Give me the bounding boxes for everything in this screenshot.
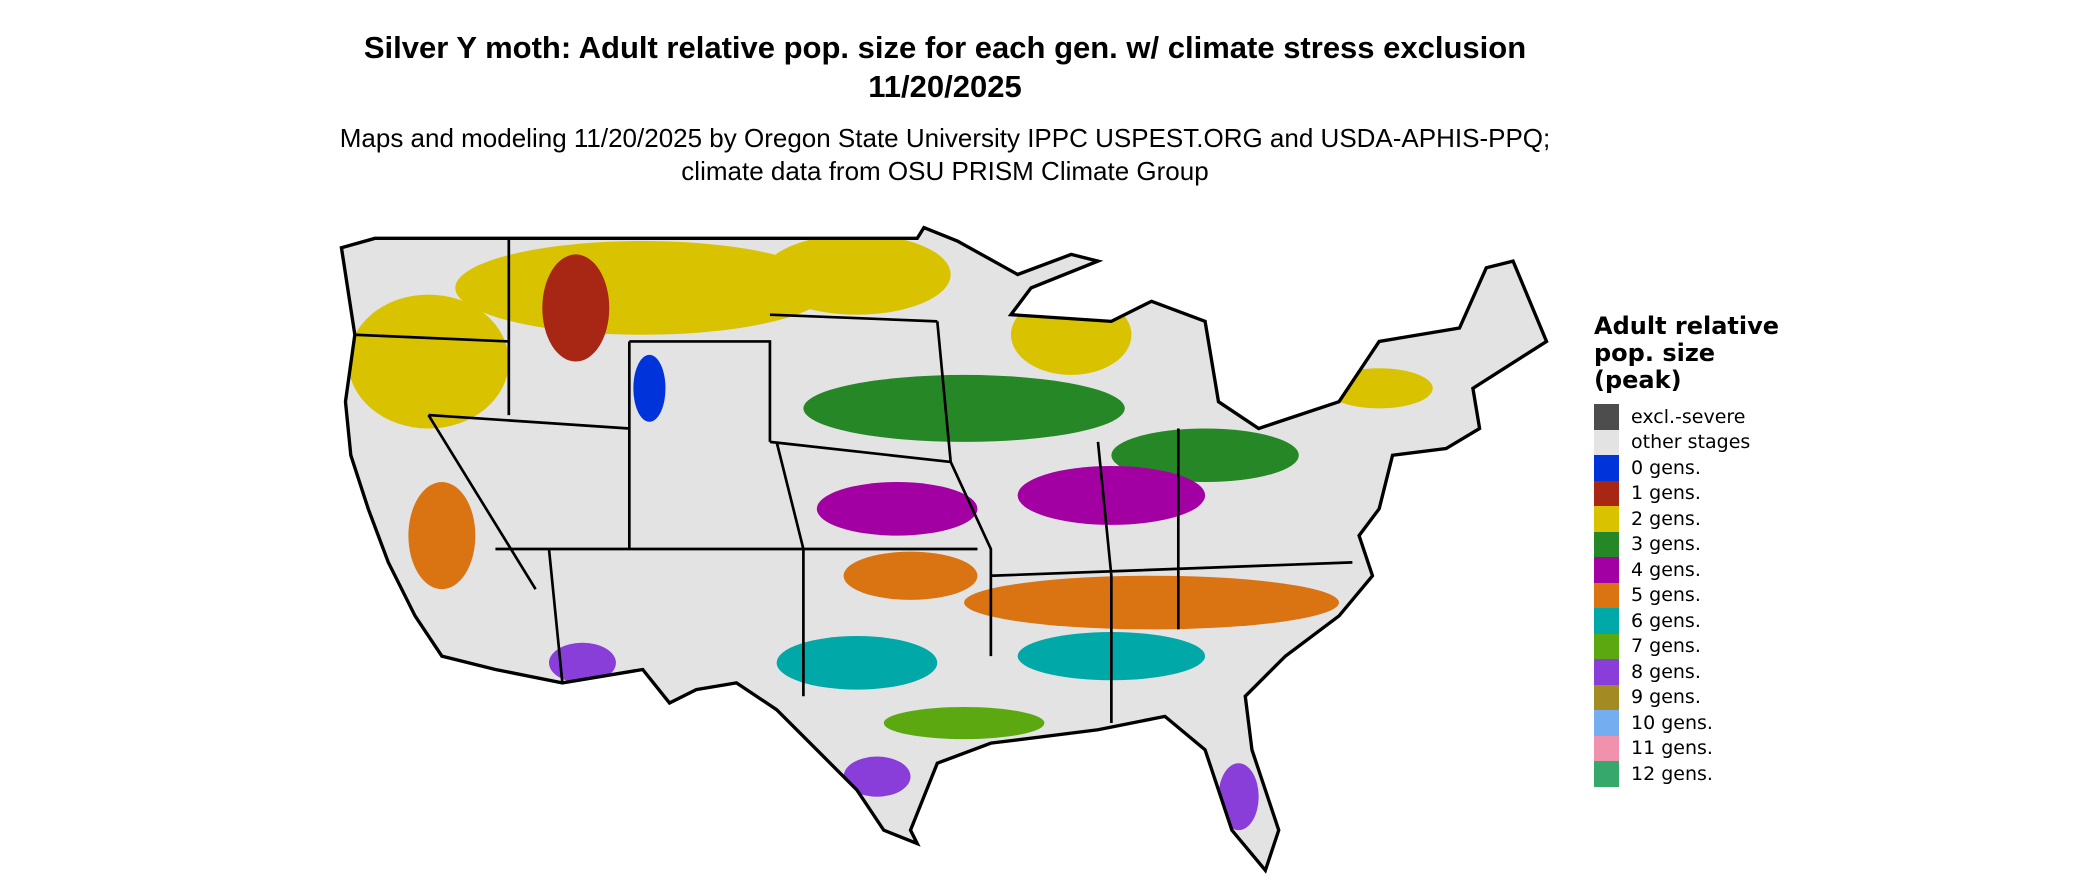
legend-swatch	[1594, 557, 1619, 583]
zone-2-gens-northeast	[1325, 368, 1433, 409]
legend-item: 0 gens.	[1594, 455, 1794, 481]
zone-3-gens-midwest	[803, 374, 1125, 442]
zone-8-gens-southtexas	[843, 756, 911, 797]
legend-label: excl.-severe	[1631, 405, 1746, 428]
legend-item: 2 gens.	[1594, 506, 1794, 532]
zone-7-gens-gulfcoast	[883, 706, 1045, 740]
legend-label: 2 gens.	[1631, 507, 1701, 530]
legend-label: 5 gens.	[1631, 584, 1701, 607]
zone-1-gens-rockies	[542, 254, 610, 362]
legend-item: 7 gens.	[1594, 633, 1794, 659]
zone-4-gens-kansas	[816, 482, 978, 536]
legend-item: 8 gens.	[1594, 659, 1794, 685]
zone-5-gens-south	[964, 575, 1339, 630]
legend-label: 3 gens.	[1631, 533, 1701, 556]
legend-item: 5 gens.	[1594, 582, 1794, 608]
legend-label: 8 gens.	[1631, 660, 1701, 683]
legend-items: excl.-severe other stages 0 gens. 1 gens. 2 …	[1594, 404, 1794, 787]
zone-4-gens-midsouth	[1017, 465, 1206, 525]
legend-swatch	[1594, 506, 1619, 532]
legend-swatch	[1594, 455, 1619, 481]
legend-item: 9 gens.	[1594, 684, 1794, 710]
legend-title: Adult relative pop. size (peak)	[1594, 312, 1780, 394]
legend-label: 4 gens.	[1631, 558, 1701, 581]
legend-swatch	[1594, 608, 1619, 634]
legend-item: 1 gens.	[1594, 480, 1794, 506]
legend-label: 10 gens.	[1631, 711, 1713, 734]
legend-item: 11 gens.	[1594, 735, 1794, 761]
legend-label: 11 gens.	[1631, 737, 1713, 760]
legend-label: 6 gens.	[1631, 609, 1701, 632]
legend-swatch	[1594, 633, 1619, 659]
zone-2-gens-northwest	[348, 294, 509, 429]
legend-item: 4 gens.	[1594, 557, 1794, 583]
zone-6-gens-texas	[776, 636, 938, 690]
zone-2-gens-plains	[763, 234, 951, 315]
legend-label: 9 gens.	[1631, 686, 1701, 709]
legend: Adult relative pop. size (peak) excl.-se…	[1594, 313, 1794, 787]
state-borders	[354, 238, 1353, 724]
zone-5-gens-california	[408, 482, 476, 590]
legend-swatch	[1594, 480, 1619, 506]
legend-label: 7 gens.	[1631, 635, 1701, 658]
legend-swatch	[1594, 429, 1619, 455]
legend-item: 3 gens.	[1594, 531, 1794, 557]
zone-2-gens-greatlakes	[1010, 294, 1132, 375]
zone-8-gens-arizona	[548, 642, 616, 683]
legend-swatch	[1594, 761, 1619, 787]
legend-label: 1 gens.	[1631, 482, 1701, 505]
legend-swatch	[1594, 404, 1619, 430]
legend-item: 10 gens.	[1594, 710, 1794, 736]
map-subtitle: Maps and modeling 11/20/2025 by Oregon S…	[339, 123, 1551, 186]
legend-item: 6 gens.	[1594, 608, 1794, 634]
zone-8-gens-florida	[1218, 763, 1259, 831]
legend-label: 12 gens.	[1631, 762, 1713, 785]
zone-0-gens-wyoming	[633, 354, 666, 422]
legend-label: 0 gens.	[1631, 456, 1701, 479]
legend-swatch	[1594, 710, 1619, 736]
legend-swatch	[1594, 684, 1619, 710]
zone-3-gens-ohio	[1111, 428, 1299, 483]
generation-zones	[348, 234, 1433, 831]
legend-item: other stages	[1594, 429, 1794, 455]
map-title: Silver Y moth: Adult relative pop. size …	[363, 30, 1527, 104]
legend-swatch	[1594, 531, 1619, 557]
legend-item: 12 gens.	[1594, 761, 1794, 787]
legend-swatch	[1594, 659, 1619, 685]
legend-item: excl.-severe	[1594, 404, 1794, 430]
legend-swatch	[1594, 582, 1619, 608]
zone-5-gens-oklahoma	[843, 551, 978, 600]
legend-swatch	[1594, 735, 1619, 761]
legend-label: other stages	[1631, 431, 1751, 454]
